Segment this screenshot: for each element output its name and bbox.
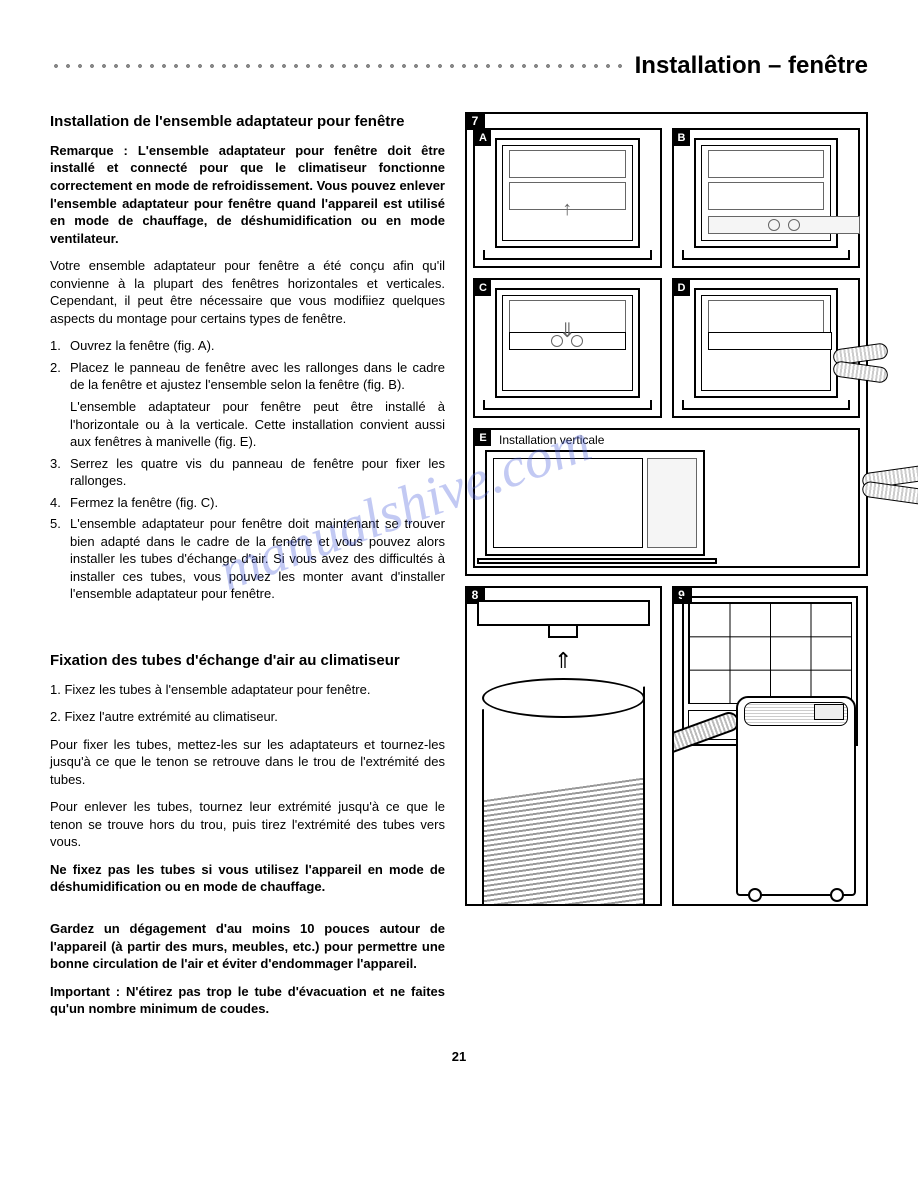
list-item: 2. Placez le panneau de fenêtre avec les… — [50, 359, 445, 451]
left-column: Installation de l'ensemble adaptateur po… — [50, 112, 445, 1027]
step-sub: L'ensemble adaptateur pour fenêtre peut … — [70, 398, 445, 451]
hose-ribbed — [482, 777, 645, 906]
section2-p6: Gardez un dégagement d'au moins 10 pouce… — [50, 920, 445, 973]
step-text: L'ensemble adaptateur pour fenêtre doit … — [70, 515, 445, 603]
step-number: 4. — [50, 494, 70, 512]
section2-p1: 1. Fixez les tubes à l'ensemble adaptate… — [50, 681, 445, 699]
step-text: Fermez la fenêtre (fig. C). — [70, 494, 445, 512]
arrow-down-icon: ⇓ — [559, 318, 576, 345]
connector-bar — [477, 600, 650, 626]
wheel — [830, 888, 844, 902]
ac-unit — [736, 696, 856, 896]
figure-7d: D — [672, 278, 861, 418]
cell-label-a: A — [475, 130, 491, 146]
section1-steps: 1. Ouvrez la fenêtre (fig. A). 2. Placez… — [50, 337, 445, 603]
window-pane — [509, 150, 626, 178]
section2-p7: Important : N'étirez pas trop le tube d'… — [50, 983, 445, 1018]
list-item: 1. Ouvrez la fenêtre (fig. A). — [50, 337, 445, 355]
section2-p3: Pour fixer les tubes, mettez-les sur les… — [50, 736, 445, 789]
cell-label-b: B — [674, 130, 690, 146]
adapter-bar — [708, 216, 861, 234]
window-sill — [682, 250, 851, 260]
step-text: Placez le panneau de fenêtre avec les ra… — [70, 359, 445, 451]
figure-7b: B — [672, 128, 861, 268]
figure-7a: A ↑ — [473, 128, 662, 268]
window-frame — [495, 138, 640, 248]
figure-7e-caption: Installation verticale — [499, 432, 604, 448]
connector-nub — [548, 624, 578, 638]
window-pane — [708, 150, 825, 178]
figure-7-grid: A ↑ B — [473, 128, 860, 418]
bottom-figures: 8 ⇑ 9 — [465, 586, 868, 906]
cell-label-d: D — [674, 280, 690, 296]
step-text: Serrez les quatre vis du panneau de fenê… — [70, 455, 445, 490]
adapter-hole — [788, 219, 800, 231]
section2-heading: Fixation des tubes d'échange d'air au cl… — [50, 651, 445, 671]
exhaust-hoses — [833, 346, 888, 386]
window-frame — [694, 288, 839, 398]
step-number: 3. — [50, 455, 70, 490]
vertical-adapter — [647, 458, 697, 548]
section1-heading: Installation de l'ensemble adaptateur po… — [50, 112, 445, 132]
window-inner — [701, 145, 832, 241]
section2-p5: Ne fixez pas les tubes si vous utilisez … — [50, 861, 445, 896]
hose — [832, 361, 889, 384]
step-number: 2. — [50, 359, 70, 451]
step-number: 1. — [50, 337, 70, 355]
right-column: 7 A ↑ — [465, 112, 868, 1027]
hose — [861, 481, 918, 508]
list-item: 5. L'ensemble adaptateur pour fenêtre do… — [50, 515, 445, 603]
cell-label-e: E — [475, 430, 491, 446]
page-heading: Installation – fenêtre — [635, 50, 868, 82]
dotted-leader — [50, 63, 625, 69]
list-item: 3. Serrez les quatre vis du panneau de f… — [50, 455, 445, 490]
arrow-up-icon: ↑ — [562, 196, 572, 223]
figure-7: 7 A ↑ — [465, 112, 868, 576]
step-number: 5. — [50, 515, 70, 603]
adapter-bar — [708, 332, 833, 350]
ac-control-panel — [814, 704, 844, 720]
wheel — [748, 888, 762, 902]
vertical-window — [485, 450, 705, 556]
window-inner — [493, 458, 643, 548]
cell-label-c: C — [475, 280, 491, 296]
window-inner — [502, 145, 633, 241]
section1-note: Remarque : L'ensemble adaptateur pour fe… — [50, 142, 445, 247]
adapter-hole — [768, 219, 780, 231]
window-pane — [708, 182, 825, 210]
section1-intro: Votre ensemble adaptateur pour fenêtre a… — [50, 257, 445, 327]
section2-p2: 2. Fixez l'autre extrémité au climatiseu… — [50, 708, 445, 726]
page-number: 21 — [50, 1048, 868, 1066]
figure-7c: C ⇓ — [473, 278, 662, 418]
figure-8: 8 ⇑ — [465, 586, 662, 906]
window-sill — [682, 400, 851, 410]
section2-p4: Pour enlever les tubes, tournez leur ext… — [50, 798, 445, 851]
arrow-up-icon: ⇑ — [554, 646, 572, 676]
figure-7e: E Installation verticale — [473, 428, 860, 568]
window-inner — [701, 295, 832, 391]
window-sill — [483, 250, 652, 260]
window-grid — [688, 602, 853, 704]
step-text: Ouvrez la fenêtre (fig. A). — [70, 337, 445, 355]
window-frame — [694, 138, 839, 248]
header-row: Installation – fenêtre — [50, 50, 868, 82]
window-sill — [483, 400, 652, 410]
figure-9: 9 — [672, 586, 869, 906]
list-item: 4. Fermez la fenêtre (fig. C). — [50, 494, 445, 512]
step-main: Placez le panneau de fenêtre avec les ra… — [70, 360, 445, 393]
window-sill — [477, 558, 717, 564]
